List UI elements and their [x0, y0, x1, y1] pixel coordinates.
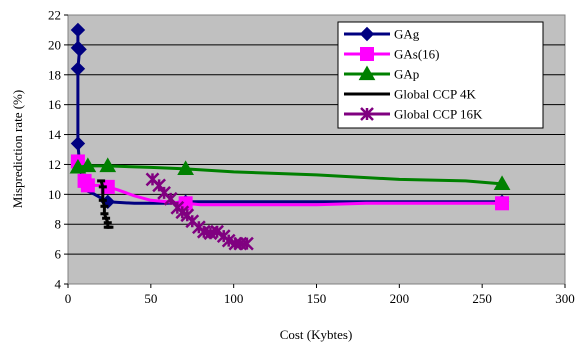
legend-item-global-ccp-16k: Global CCP 16K	[344, 107, 483, 122]
x-axis-title: Cost (Kybtes)	[280, 327, 353, 342]
legend-gas-16-marker	[360, 47, 374, 61]
y-tick-label: 20	[48, 37, 61, 52]
x-tick-label: 50	[144, 291, 157, 306]
x-tick-label: 100	[224, 291, 244, 306]
series-gas-16-marker	[495, 196, 510, 211]
legend-gap-marker	[358, 65, 376, 81]
y-tick-label: 16	[48, 97, 62, 112]
legend-label: GAp	[394, 67, 419, 82]
y-tick-label: 8	[55, 217, 62, 232]
series-gag-marker	[70, 22, 86, 38]
legend-label: Global CCP 4K	[394, 87, 476, 102]
series-global-ccp-16k-marker	[210, 224, 224, 239]
legend-item-gag: GAg	[344, 27, 420, 42]
legend-global-ccp-16k-marker	[360, 107, 374, 121]
y-tick-label: 18	[48, 67, 61, 82]
series-gag-marker	[70, 136, 86, 151]
series-gap-marker	[99, 157, 117, 173]
y-tick-label: 10	[48, 187, 61, 202]
x-tick-label: 250	[472, 291, 492, 306]
series-global-ccp-16k-marker	[240, 236, 254, 251]
legend-label: Global CCP 16K	[394, 107, 483, 122]
series-gap-marker	[177, 160, 194, 176]
series-gap-marker	[493, 175, 511, 190]
legend-item-gap: GAp	[344, 65, 419, 82]
x-axis-ticks: 0 50 100 150 200 250 300	[65, 284, 575, 306]
legend-item-gas-16: GAs(16)	[344, 47, 440, 62]
y-axis-ticks: 4 6 8 10 12 14 16 18 20 22	[48, 8, 68, 292]
series-gap	[69, 157, 511, 190]
x-tick-label: 150	[307, 291, 327, 306]
y-tick-label: 14	[48, 127, 62, 142]
series-gap-marker	[79, 157, 97, 173]
y-tick-label: 12	[48, 157, 61, 172]
series-line-gap	[77, 164, 503, 186]
legend: GAg GAs(16) GAp Global CCP 4K Global CCP 16K	[337, 21, 544, 129]
legend-item-global-ccp-4k: Global CCP 4K	[344, 87, 476, 102]
series-gag-marker	[72, 42, 87, 57]
series-global-ccp-16k	[145, 172, 254, 251]
legend-items: GAg GAs(16) GAp Global CCP 4K Global CCP 16K	[344, 27, 483, 122]
y-tick-label: 6	[55, 247, 62, 262]
series-gas-16-marker	[80, 178, 95, 193]
y-tick-label: 4	[55, 277, 62, 292]
legend-label: GAg	[394, 27, 420, 42]
series-layer	[69, 22, 511, 251]
y-tick-label: 22	[48, 8, 61, 23]
series-gag-marker	[70, 61, 86, 77]
x-tick-label: 300	[555, 291, 575, 306]
y-axis-title: Misprediction rate (%)	[10, 90, 25, 208]
series-global-ccp-4k	[97, 179, 114, 229]
x-tick-label: 200	[390, 291, 410, 306]
legend-gag-marker	[359, 26, 375, 42]
x-tick-label: 0	[65, 291, 72, 306]
legend-label: GAs(16)	[394, 47, 440, 62]
